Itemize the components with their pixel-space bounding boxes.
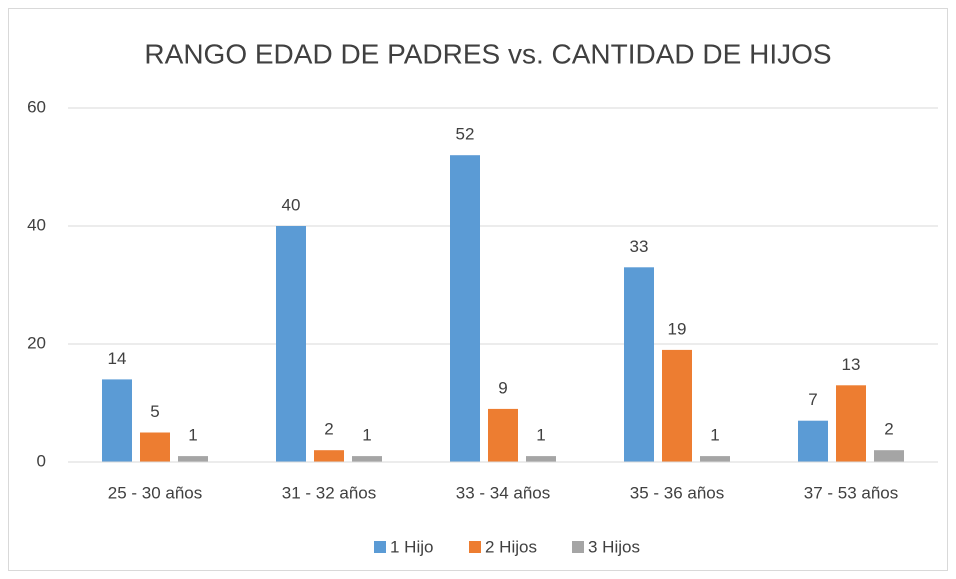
y-tick-label: 0 [37, 451, 46, 470]
data-label: 2 [324, 420, 333, 439]
chart-title: RANGO EDAD DE PADRES vs. CANTIDAD DE HIJ… [144, 38, 831, 69]
data-label: 2 [884, 420, 893, 439]
data-label: 13 [842, 355, 861, 374]
data-label: 9 [498, 378, 507, 397]
data-label: 40 [282, 195, 301, 214]
data-label: 33 [630, 237, 649, 256]
bar [624, 267, 654, 462]
bar [526, 456, 556, 462]
bar [874, 450, 904, 462]
data-label: 1 [188, 426, 197, 445]
data-label: 1 [710, 426, 719, 445]
data-label: 19 [668, 319, 687, 338]
x-tick-label: 37 - 53 años [804, 483, 899, 502]
legend-swatch [572, 541, 584, 553]
bar [836, 385, 866, 462]
bar [140, 432, 170, 462]
data-label: 1 [536, 426, 545, 445]
bar [798, 420, 828, 462]
bar [102, 379, 132, 462]
bar [276, 226, 306, 462]
bar [352, 456, 382, 462]
bar [488, 408, 518, 462]
x-tick-label: 33 - 34 años [456, 483, 551, 502]
data-label: 1 [362, 426, 371, 445]
legend-label: 3 Hijos [588, 537, 640, 556]
legend-swatch [469, 541, 481, 553]
bar [178, 456, 208, 462]
y-tick-label: 20 [27, 333, 46, 352]
x-tick-label: 25 - 30 años [108, 483, 203, 502]
data-label: 52 [456, 125, 475, 144]
legend-label: 2 Hijos [485, 537, 537, 556]
data-label: 5 [150, 402, 159, 421]
bar [700, 456, 730, 462]
bar [662, 349, 692, 462]
legend-swatch [374, 541, 386, 553]
legend-label: 1 Hijo [390, 537, 433, 556]
data-label: 7 [808, 390, 817, 409]
bar [314, 450, 344, 462]
y-tick-label: 40 [27, 215, 46, 234]
data-label: 14 [108, 349, 127, 368]
y-tick-label: 60 [27, 97, 46, 116]
x-tick-label: 35 - 36 años [630, 483, 725, 502]
x-tick-label: 31 - 32 años [282, 483, 377, 502]
bar [450, 155, 480, 462]
